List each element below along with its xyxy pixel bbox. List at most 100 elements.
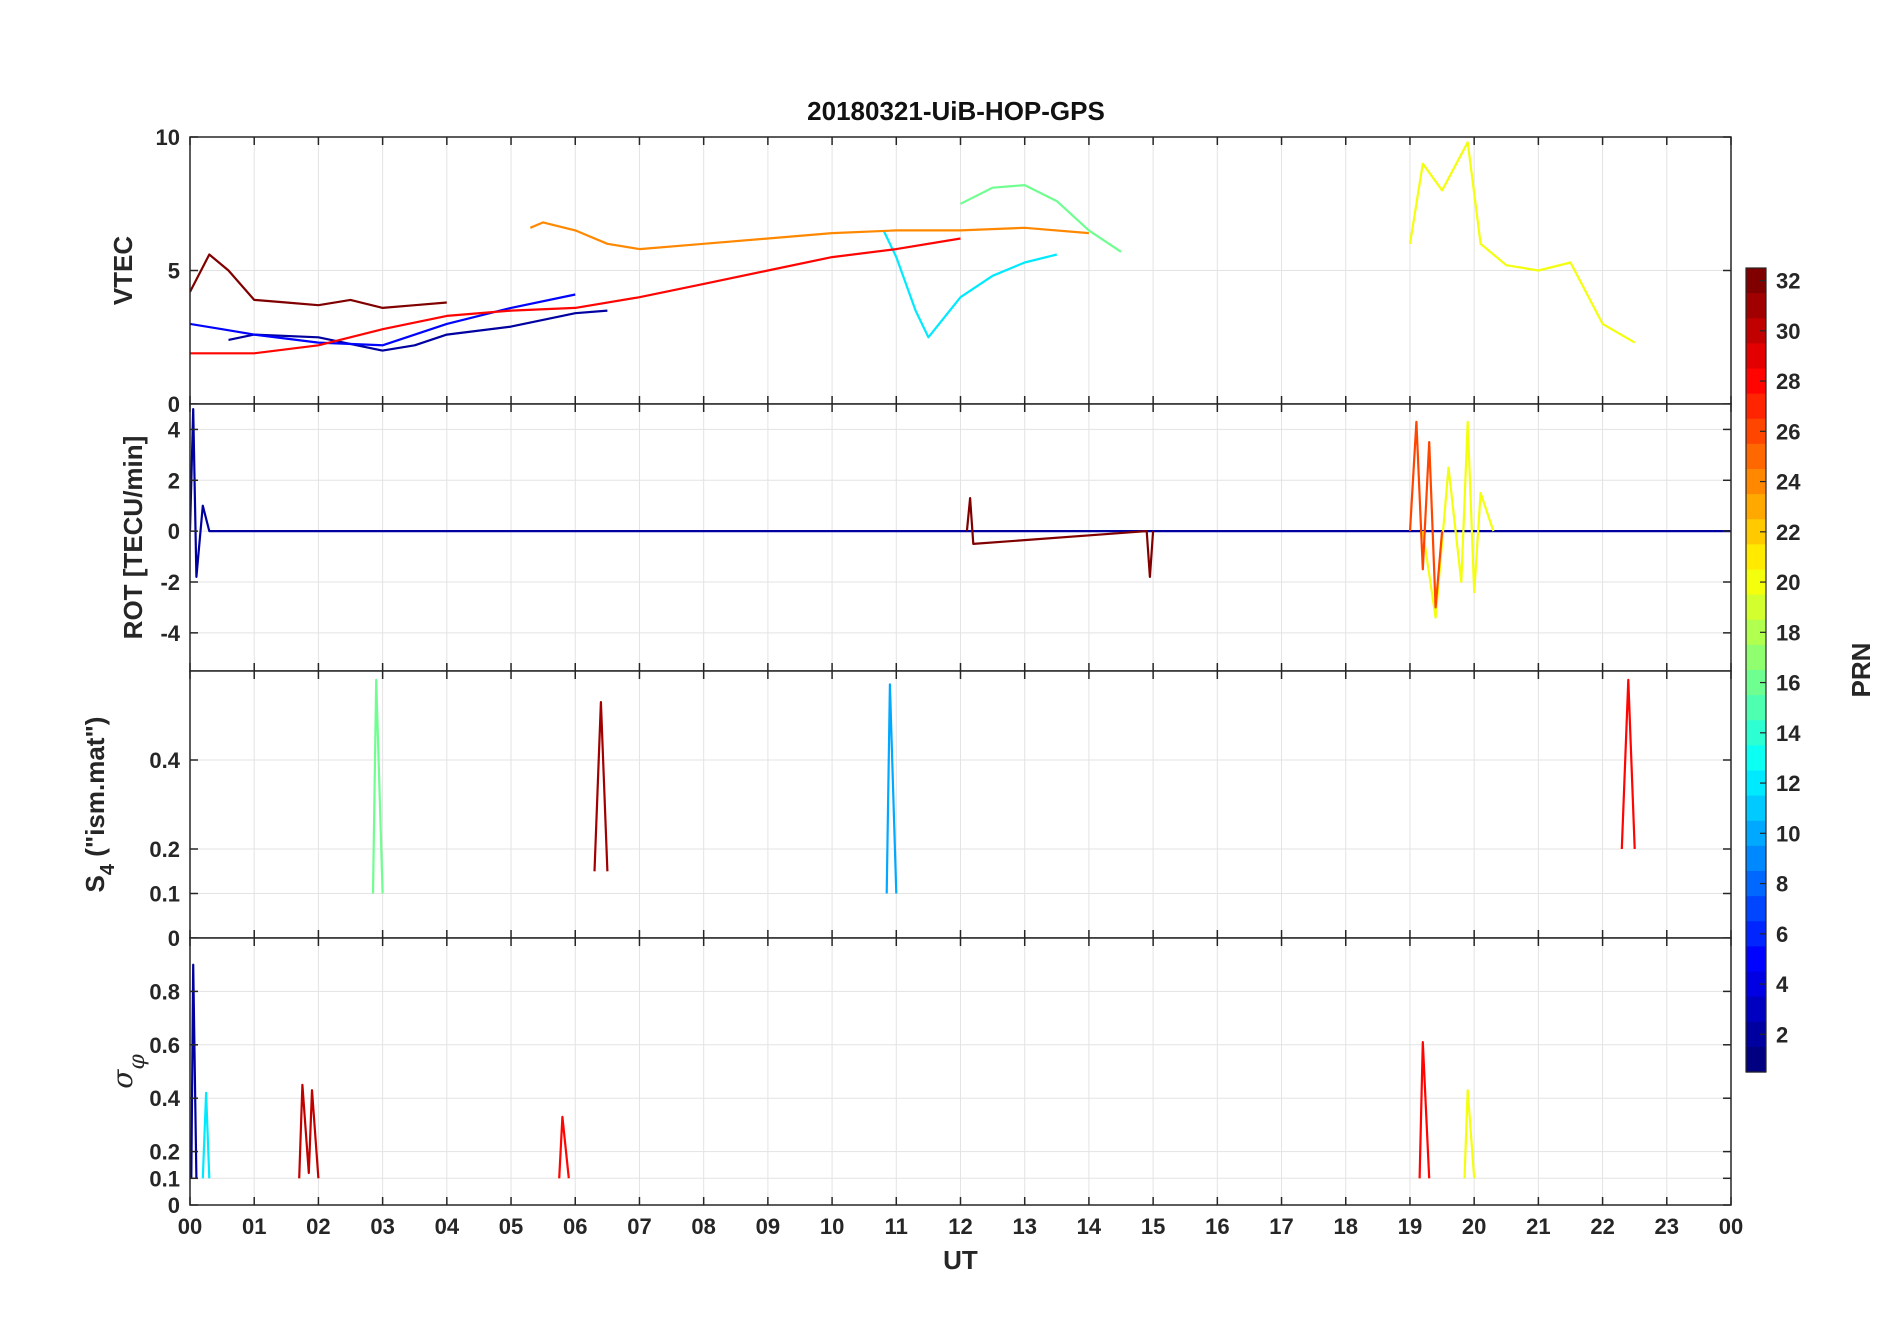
x-axis: 00 01 02 03 04 05 06 07 08 09 10 11 12 13 14 15 16 17 18 19…	[178, 1214, 1743, 1275]
colorbar-segment	[1746, 770, 1766, 797]
x-tick-label: 08	[691, 1214, 715, 1239]
colorbar-tick-label: 16	[1776, 671, 1800, 696]
colorbar-segment	[1746, 871, 1766, 897]
colorbar-segment	[1746, 1046, 1766, 1073]
series-line-prn-16	[371, 678, 384, 894]
y-axis-label-rest: ("ism.mat")	[80, 717, 110, 864]
y-tick-label: -2	[160, 570, 180, 595]
colorbar-tick-label: 30	[1776, 319, 1800, 344]
colorbar-tick-label: 32	[1776, 269, 1800, 294]
colorbar-segment	[1746, 971, 1766, 998]
colorbar-segment	[1746, 343, 1766, 370]
y-tick-label: 0	[168, 1193, 180, 1218]
chart-title: 20180321-UiB-HOP-GPS	[807, 96, 1105, 126]
series-line-prn-31	[593, 700, 609, 872]
colorbar-segment	[1746, 670, 1766, 696]
colorbar-segment	[1746, 494, 1766, 520]
colorbar-segment	[1746, 695, 1766, 721]
series-group	[190, 408, 1731, 619]
y-tick-label: 0	[168, 519, 180, 544]
series-line-prn-24	[529, 221, 1089, 251]
colorbar-tick-label: 12	[1776, 771, 1800, 796]
colorbar-segment	[1746, 745, 1766, 772]
series-line-prn-20	[1463, 1089, 1476, 1179]
y-tick-label: 0.4	[149, 748, 180, 773]
y-axis-label-sub: φ	[125, 1054, 150, 1070]
x-tick-label: 15	[1141, 1214, 1165, 1239]
colorbar-segment	[1746, 393, 1766, 420]
colorbar-segment	[1746, 569, 1766, 596]
series-line-prn-28	[558, 1115, 570, 1179]
x-axis-label: UT	[943, 1245, 978, 1275]
series-line-prn-20	[1408, 141, 1636, 344]
x-tick-label: 13	[1012, 1214, 1036, 1239]
x-tick-label: 11	[885, 1214, 908, 1239]
x-tick-label: 00	[178, 1214, 202, 1239]
colorbar-frame	[1745, 267, 1767, 1073]
colorbar-segment	[1746, 820, 1766, 847]
y-tick-label: 0	[168, 392, 180, 417]
y-tick-label: -4	[160, 621, 180, 646]
series-line-prn-2	[190, 963, 198, 1179]
colorbar-label: PRN	[1846, 643, 1876, 698]
panel-s4: 0 0.1 0.2 0.4 S4 ("ism.mat")	[80, 670, 1732, 951]
colorbar-tick-label: 28	[1776, 369, 1800, 394]
x-tick-label: 10	[820, 1214, 844, 1239]
colorbar-segment	[1746, 946, 1766, 973]
y-tick-label: 4	[168, 417, 181, 442]
colorbar-segment	[1746, 443, 1766, 470]
x-tick-label: 22	[1590, 1214, 1614, 1239]
x-tick-label: 00	[1719, 1214, 1743, 1239]
colorbar-segment	[1746, 268, 1766, 294]
colorbar-segment	[1746, 418, 1766, 445]
series-line-prn-32	[190, 253, 447, 309]
colorbar-segment	[1746, 619, 1766, 646]
y-axis-label-sub: 4	[97, 863, 119, 875]
y-axis-label-main: σ	[106, 1069, 139, 1089]
y-tick-label: 0.1	[149, 882, 180, 907]
series-line-prn-26	[1408, 420, 1444, 609]
colorbar-tick-label: 8	[1776, 872, 1788, 897]
colorbar-segment	[1746, 795, 1766, 822]
y-axis-label: VTEC	[108, 236, 138, 306]
colorbar-tick-label: 24	[1776, 470, 1801, 495]
colorbar-tick-label: 22	[1776, 520, 1800, 545]
colorbar-segment	[1746, 293, 1766, 319]
y-axis-label: ROT [TECU/min]	[118, 436, 148, 640]
colorbar-segment	[1746, 720, 1766, 746]
panel-vtec: 0 5 10 VTEC	[108, 125, 1732, 417]
panel-rot: -4 -2 0 2 4 ROT [TECU/min]	[118, 403, 1732, 672]
colorbar-segment	[1746, 845, 1766, 872]
panel-sigma_phi: 00.10.2 0.4 0.6 0.8 σφ	[106, 937, 1732, 1218]
colorbar-segment	[1746, 544, 1766, 571]
x-tick-label: 20	[1462, 1214, 1486, 1239]
y-tick-label: 10	[156, 125, 180, 150]
colorbar-segment	[1746, 996, 1766, 1023]
colorbar-segment	[1746, 469, 1766, 495]
colorbar-tick-label: 2	[1776, 1022, 1788, 1047]
x-tick-label: 06	[563, 1214, 587, 1239]
colorbar-tick-label: 18	[1776, 620, 1800, 645]
colorbar-tick-label: 6	[1776, 922, 1788, 947]
series-line-prn-30	[298, 1083, 320, 1179]
y-axis-label: S4 ("ism.mat")	[80, 717, 119, 893]
y-axis-label-main: S	[80, 875, 110, 892]
x-tick-label: 03	[370, 1214, 394, 1239]
series-line-prn-28	[1620, 678, 1636, 850]
colorbar-tick-label: 20	[1776, 570, 1800, 595]
y-axis-label: σφ	[106, 1054, 150, 1089]
x-tick-label: 02	[306, 1214, 330, 1239]
series-line-prn-32	[965, 497, 1155, 579]
y-tick-label: 0.6	[149, 1033, 180, 1058]
colorbar-segment	[1746, 519, 1766, 545]
x-tick-label: 05	[499, 1214, 523, 1239]
colorbar-segment	[1746, 896, 1766, 922]
series-line-prn-10	[885, 683, 898, 894]
x-tick-label: 18	[1334, 1214, 1358, 1239]
y-tick-label: 0.2	[149, 837, 180, 862]
series-group	[190, 963, 1476, 1179]
colorbar-segment	[1746, 921, 1766, 947]
colorbar-tick-label: 26	[1776, 419, 1800, 444]
